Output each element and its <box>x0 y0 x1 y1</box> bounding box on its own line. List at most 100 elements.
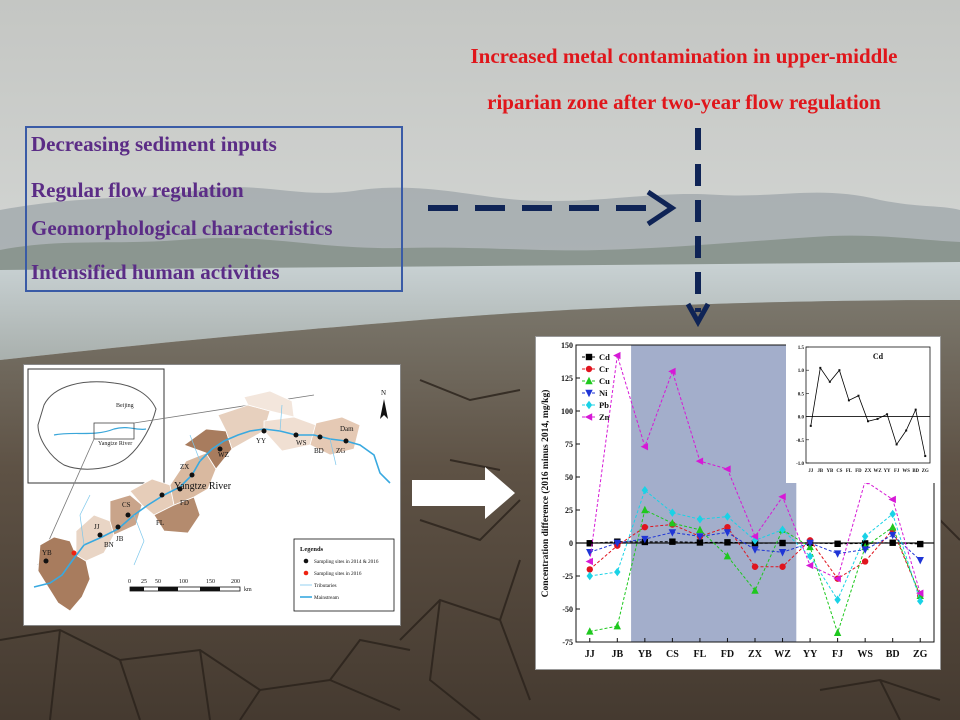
legend-item-2016: Sampling sites in 2016 <box>314 571 362 577</box>
x-tick-label: CS <box>666 649 679 660</box>
point-cr-ws <box>861 558 869 565</box>
inset-y-tick-label: 1.5 <box>798 346 805 351</box>
inset-point-wz <box>876 417 879 420</box>
legend-label-cr: Cr <box>599 364 609 374</box>
point-cu-fl <box>696 525 704 533</box>
scale-bar <box>129 586 241 592</box>
point-ni-yy <box>806 539 814 548</box>
point-cu-jj <box>586 627 594 635</box>
legend-marker-ni <box>585 389 593 398</box>
scale-tick-50: 50 <box>155 579 161 585</box>
driver-flow-regulation: Regular flow regulation <box>31 178 244 202</box>
inset-y-tick-label: 1.0 <box>798 369 805 374</box>
horizontal-dashed-arrow <box>428 189 677 227</box>
point-ni-wz <box>778 549 787 557</box>
inset-yangtze-river <box>53 426 147 436</box>
site-label-fl: FL <box>156 519 164 527</box>
point-ni-jb <box>613 539 622 548</box>
chart-panel: 150 125 100 75 50 25 0 -25 -50 -75 JJ JB YB CS FL FD ZX W… <box>535 336 941 670</box>
point-cu-jb <box>613 621 622 630</box>
y-tick-label: -75 <box>562 638 573 647</box>
point-cu-yb <box>641 505 649 514</box>
x-tick-label: ZG <box>913 649 928 660</box>
point-pb-wz <box>779 525 786 534</box>
chart-legend: Cd Cr Cu Ni Pb Zn <box>582 352 610 422</box>
point-ni-jj <box>586 549 594 557</box>
inset-y-tick-label: 0.0 <box>798 416 805 421</box>
x-tick-label: FD <box>721 649 734 660</box>
inset-background <box>786 341 936 483</box>
x-tick-label: YB <box>638 649 652 660</box>
point-cr-yb <box>641 523 649 531</box>
inset-x-tick-label: JB <box>818 469 824 474</box>
site-label-fd: FD <box>180 499 189 507</box>
point-zn-yb <box>640 442 649 451</box>
inset-x-tick-label: YY <box>884 469 891 474</box>
legend-label-zn: Zn <box>599 412 610 422</box>
legend-item-mainstream: Mainstream <box>314 595 339 601</box>
point-cd-fd <box>724 539 731 546</box>
inset-x-tick-label: JJ <box>808 469 813 474</box>
scale-tick-200: 200 <box>231 579 240 585</box>
inset-study-box <box>93 422 135 440</box>
point-cr-fd <box>724 523 731 531</box>
inset-point-zg <box>924 455 927 458</box>
legend-marker-cr <box>585 365 593 373</box>
map-panel: Beijing Yangtze River <box>23 364 401 626</box>
inset-x-tick-label: WZ <box>874 469 882 474</box>
point-cr-zx <box>751 563 759 570</box>
legend-marker-cu <box>585 376 593 385</box>
legend-label-cd: Cd <box>599 352 610 362</box>
site-label-wz: WZ <box>218 451 229 459</box>
vertical-dashed-arrow <box>685 128 711 328</box>
site-label-jb: JB <box>116 535 124 543</box>
legend-label-ni: Ni <box>599 388 608 398</box>
point-cd-jj <box>586 540 593 547</box>
inset-x-tick-label: CS <box>836 469 842 474</box>
headline-line-1: Increased metal contamination in upper-m… <box>470 44 898 68</box>
site-label-bn: BN <box>104 541 114 549</box>
x-tick-label: JB <box>611 649 623 660</box>
x-tick-label: WZ <box>774 649 791 660</box>
legend-item-both-years: Sampling sites in 2014 & 2016 <box>314 559 379 565</box>
driver-human-activities: Intensified human activities <box>31 260 280 284</box>
inset-point-bd <box>914 408 917 411</box>
y-tick-label: -25 <box>562 572 573 581</box>
scale-unit: km <box>244 587 252 593</box>
map-legend: Legends Sampling sites in 2014 & 2016 Sa… <box>293 538 395 612</box>
inset-x-tick-label: BD <box>912 469 919 474</box>
legend-marker-pb <box>585 400 593 410</box>
point-zn-fd <box>723 465 731 473</box>
site-label-dam: Dam <box>340 425 354 433</box>
y-tick-label: 125 <box>561 374 573 383</box>
x-tick-label: FJ <box>832 649 843 660</box>
legend-label-cu: Cu <box>599 376 610 386</box>
x-tick-label: FL <box>694 649 707 660</box>
y-axis-label: Concentration difference (2016 minus 201… <box>540 390 551 598</box>
point-cd-zg <box>917 540 924 548</box>
scale-tick-150: 150 <box>206 579 215 585</box>
point-pb-bd <box>889 509 896 519</box>
point-cr-wz <box>779 563 786 570</box>
site-label-zg: ZG <box>336 447 345 455</box>
inset-x-tick-label: YB <box>827 469 834 474</box>
point-cu-zx <box>751 586 759 594</box>
legend-label-pb: Pb <box>599 400 609 410</box>
inset-x-tick-label: FD <box>855 469 862 474</box>
inset-frame <box>805 346 931 464</box>
north-arrow-icon <box>380 399 388 419</box>
point-ni-yb <box>641 535 649 544</box>
inset-x-tick-label: ZG <box>922 469 929 474</box>
inset-point-jb <box>819 366 822 369</box>
scale-tick-0: 0 <box>128 579 131 585</box>
y-tick-label: -50 <box>562 605 573 614</box>
inset-x-tick-label: FL <box>846 469 852 474</box>
point-pb-fd <box>724 512 731 521</box>
point-zn-zx <box>750 532 759 541</box>
mainstream-river <box>33 428 391 588</box>
site-label-yb: YB <box>42 549 52 557</box>
point-ni-fl <box>696 533 704 541</box>
point-cu-cs <box>668 519 677 527</box>
legend-marker-zn <box>584 413 593 421</box>
